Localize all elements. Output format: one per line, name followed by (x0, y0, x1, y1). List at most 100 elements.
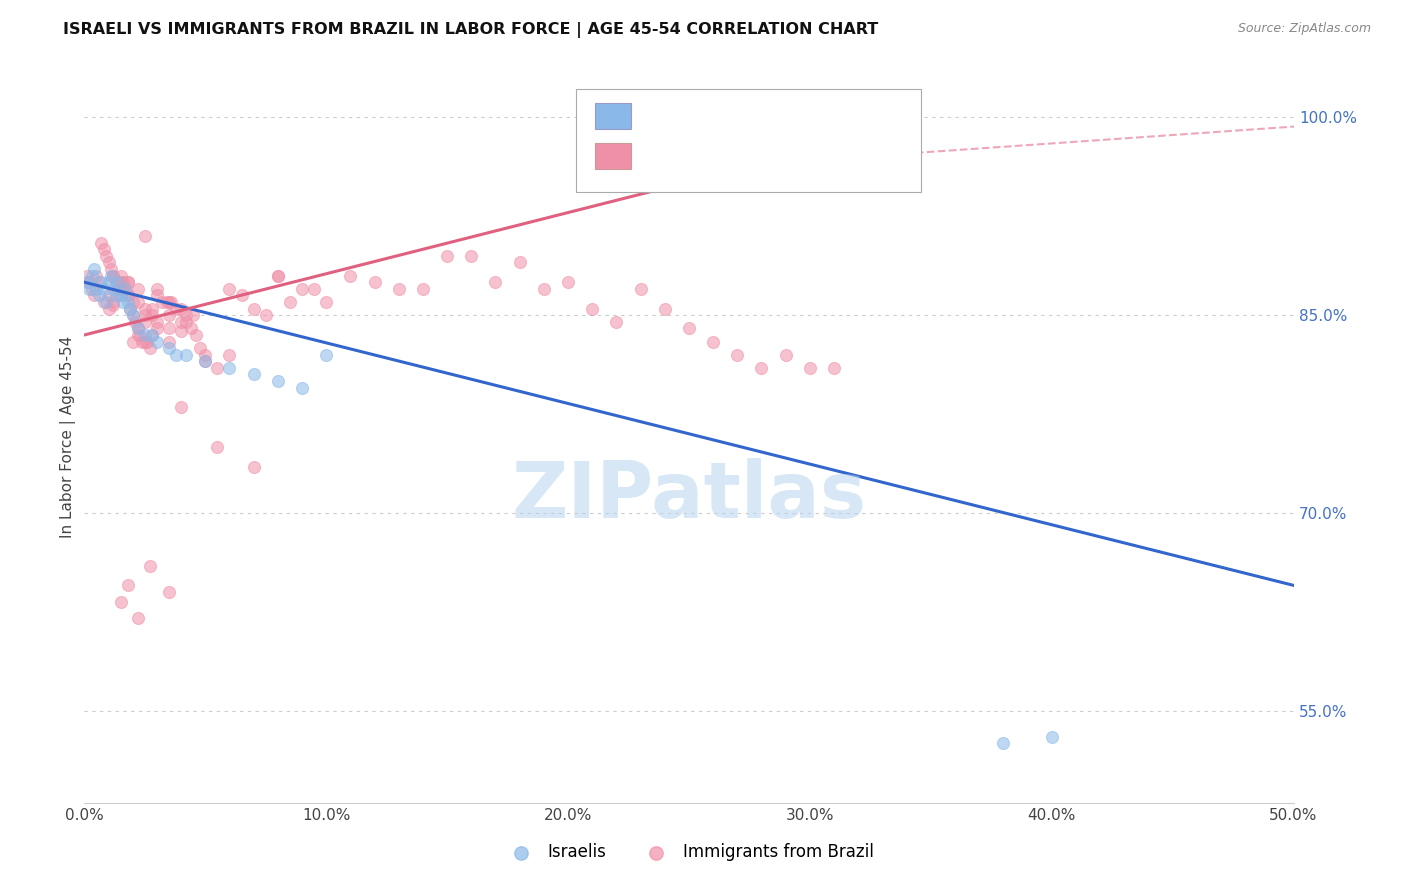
Point (630, 282, 652, 296)
Point (117, 288, 139, 302)
Point (131, 334, 153, 349)
Point (117, 275, 139, 289)
Point (110, 275, 132, 289)
Text: R =: R = (640, 110, 676, 128)
Point (127, 295, 149, 310)
Point (388, 282, 411, 296)
Point (127, 282, 149, 296)
Point (121, 308, 143, 322)
Point (120, 301, 142, 316)
Point (165, 301, 187, 316)
Point (110, 288, 132, 302)
Point (157, 341, 180, 355)
Point (76, 275, 98, 289)
Point (141, 327, 163, 342)
Point (87, 288, 110, 302)
Point (146, 282, 169, 296)
Point (218, 360, 240, 375)
Point (90, 235, 112, 250)
Point (124, 315, 146, 329)
Point (509, 255, 531, 269)
Point (181, 308, 204, 322)
Point (157, 308, 180, 322)
Point (184, 327, 207, 342)
Text: ISRAELI VS IMMIGRANTS FROM BRAZIL IN LABOR FORCE | AGE 45-54 CORRELATION CHART: ISRAELI VS IMMIGRANTS FROM BRAZIL IN LAB… (63, 22, 879, 38)
Point (170, 324, 193, 338)
Point (80, 268, 103, 283)
Point (141, 327, 163, 342)
Point (157, 334, 180, 349)
Text: ZIPatlas: ZIPatlas (512, 458, 866, 533)
Point (315, 295, 337, 310)
Point (93, 242, 115, 256)
Point (80, 282, 103, 296)
Text: 116: 116 (815, 147, 848, 165)
Point (97, 275, 120, 289)
Point (174, 315, 197, 329)
Text: N =: N = (766, 110, 803, 128)
Point (121, 334, 143, 349)
Point (134, 315, 156, 329)
Point (104, 288, 127, 302)
Point (291, 282, 314, 296)
Point (93, 295, 115, 310)
Point (165, 348, 187, 362)
Point (150, 295, 173, 310)
Point (103, 268, 125, 283)
Point (460, 249, 482, 263)
Point (114, 282, 136, 296)
Point (799, 360, 821, 375)
Point (678, 321, 700, 335)
Point (207, 440, 229, 454)
Point (180, 321, 202, 335)
Point (267, 374, 290, 388)
Point (134, 334, 156, 349)
Text: Source: ZipAtlas.com: Source: ZipAtlas.com (1237, 22, 1371, 36)
Point (134, 308, 156, 322)
Point (751, 360, 773, 375)
Point (436, 249, 458, 263)
Point (103, 282, 125, 296)
Point (605, 315, 627, 329)
Point (170, 401, 193, 415)
Point (231, 288, 253, 302)
Point (97, 255, 120, 269)
Point (110, 288, 132, 302)
Point (117, 295, 139, 310)
Point (86, 268, 108, 283)
Point (194, 354, 217, 368)
Point (97, 288, 120, 302)
Point (157, 321, 180, 335)
Point (993, 737, 1015, 751)
Text: -0.456: -0.456 (693, 110, 747, 128)
Point (129, 327, 152, 342)
Point (127, 327, 149, 342)
Point (127, 321, 149, 335)
Point (533, 282, 555, 296)
Point (76, 268, 98, 283)
Point (581, 301, 603, 316)
Point (146, 288, 169, 302)
Point (157, 295, 180, 310)
Point (146, 315, 169, 329)
Point (823, 360, 845, 375)
Point (83, 288, 105, 302)
Point (194, 354, 217, 368)
Point (218, 282, 240, 296)
Point (484, 275, 506, 289)
Point (702, 334, 724, 349)
Point (315, 348, 337, 362)
Legend: Israelis, Immigrants from Brazil: Israelis, Immigrants from Brazil (498, 837, 880, 868)
Point (339, 268, 361, 283)
Point (90, 275, 112, 289)
Point (134, 327, 156, 342)
Point (412, 282, 434, 296)
Point (160, 295, 183, 310)
Point (557, 275, 579, 289)
Point (138, 341, 160, 355)
Text: N =: N = (766, 147, 803, 165)
Point (174, 348, 197, 362)
Point (267, 268, 290, 283)
Point (254, 308, 277, 322)
Point (141, 308, 163, 322)
